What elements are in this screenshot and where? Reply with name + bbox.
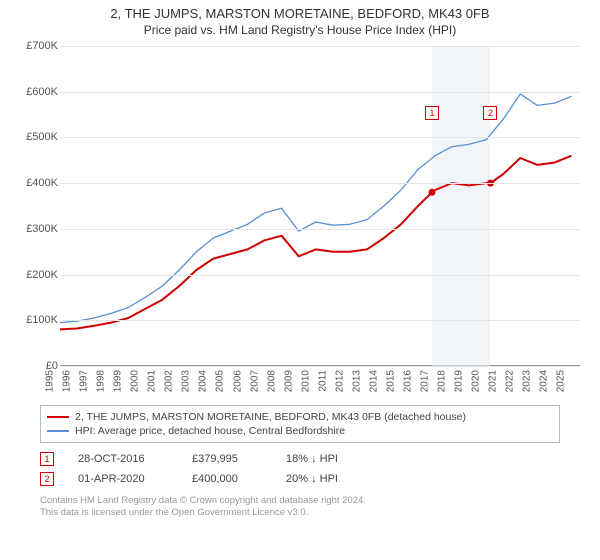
- gridline: [60, 275, 580, 276]
- data-point: [429, 189, 436, 196]
- legend-item-property: 2, THE JUMPS, MARSTON MORETAINE, BEDFORD…: [47, 410, 553, 424]
- y-axis-label: £600K: [10, 86, 58, 98]
- legend: 2, THE JUMPS, MARSTON MORETAINE, BEDFORD…: [40, 405, 560, 443]
- series-line-hpi: [60, 94, 572, 323]
- footer-line-2: This data is licensed under the Open Gov…: [40, 507, 560, 519]
- x-axis-label: 2025: [556, 370, 587, 392]
- chart-title: 2, THE JUMPS, MARSTON MORETAINE, BEDFORD…: [0, 0, 600, 21]
- y-axis-label: £200K: [10, 269, 58, 281]
- chart-subtitle: Price paid vs. HM Land Registry's House …: [0, 21, 600, 41]
- legend-swatch-property: [47, 416, 69, 418]
- y-axis-label: £500K: [10, 131, 58, 143]
- gridline: [60, 366, 580, 367]
- legend-swatch-hpi: [47, 430, 69, 431]
- txn-pct: 18% ↓ HPI: [286, 453, 376, 465]
- legend-label-hpi: HPI: Average price, detached house, Cent…: [75, 425, 345, 437]
- gridline: [60, 92, 580, 93]
- legend-item-hpi: HPI: Average price, detached house, Cent…: [47, 424, 553, 438]
- marker-badge: 1: [40, 452, 54, 466]
- y-axis-label: £700K: [10, 40, 58, 52]
- txn-pct: 20% ↓ HPI: [286, 473, 376, 485]
- point-marker-label: 1: [425, 106, 439, 120]
- gridline: [60, 320, 580, 321]
- table-row: 1 28-OCT-2016 £379,995 18% ↓ HPI: [40, 449, 560, 469]
- chart-svg: [60, 46, 580, 366]
- table-row: 2 01-APR-2020 £400,000 20% ↓ HPI: [40, 469, 560, 489]
- y-axis-label: £300K: [10, 223, 58, 235]
- txn-price: £400,000: [192, 473, 262, 485]
- footer-line-1: Contains HM Land Registry data © Crown c…: [40, 495, 560, 507]
- legend-label-property: 2, THE JUMPS, MARSTON MORETAINE, BEDFORD…: [75, 411, 466, 423]
- y-axis-label: £100K: [10, 314, 58, 326]
- chart-area: £0£100K£200K£300K£400K£500K£600K£700K199…: [10, 41, 590, 401]
- marker-badge: 2: [40, 472, 54, 486]
- chart-container: 2, THE JUMPS, MARSTON MORETAINE, BEDFORD…: [0, 0, 600, 560]
- gridline: [60, 46, 580, 47]
- txn-date: 28-OCT-2016: [78, 453, 168, 465]
- series-line-property: [60, 156, 572, 330]
- point-marker-label: 2: [483, 106, 497, 120]
- footer: Contains HM Land Registry data © Crown c…: [40, 495, 560, 520]
- txn-date: 01-APR-2020: [78, 473, 168, 485]
- gridline: [60, 137, 580, 138]
- gridline: [60, 229, 580, 230]
- y-axis-label: £400K: [10, 177, 58, 189]
- gridline: [60, 183, 580, 184]
- transactions-table: 1 28-OCT-2016 £379,995 18% ↓ HPI 2 01-AP…: [40, 449, 560, 489]
- txn-price: £379,995: [192, 453, 262, 465]
